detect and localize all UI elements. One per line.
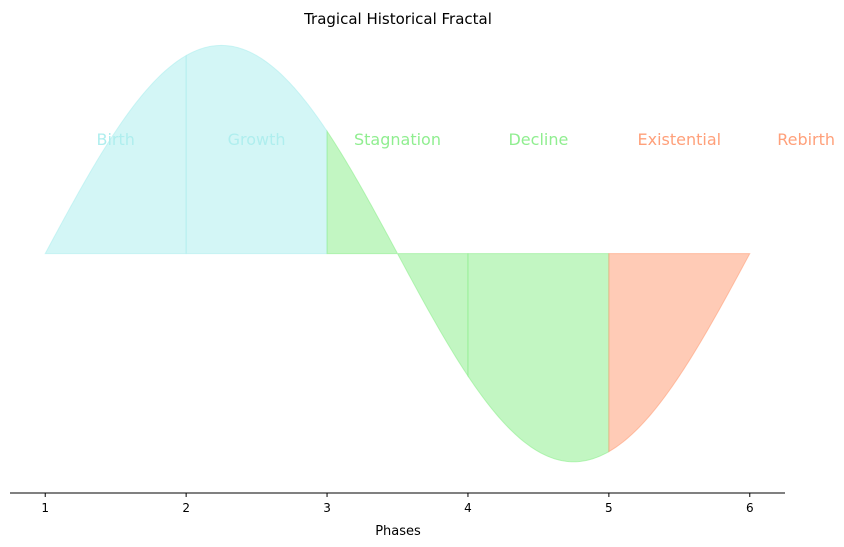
area-segment-birth (44, 54, 187, 255)
x-axis-label: Phases (375, 524, 421, 539)
x-tick-label: 4 (464, 501, 472, 515)
x-ticks: 1 2 3 4 5 6 (41, 493, 754, 515)
phase-label-stagnation: Stagnation (354, 130, 441, 149)
area-segment-stagnation (326, 129, 469, 378)
x-axis: 1 2 3 4 5 6 (10, 492, 785, 515)
area-segment-decline (467, 253, 610, 463)
chart-title: Tragical Historical Fractal (303, 10, 492, 28)
x-tick-label: 2 (182, 501, 190, 515)
x-tick-label: 6 (746, 501, 754, 515)
phase-label-rebirth: Rebirth (777, 130, 835, 149)
area-segment-existential (608, 253, 751, 453)
x-tick-label: 5 (605, 501, 613, 515)
phase-label-existential: Existential (638, 130, 722, 149)
x-tick-label: 1 (41, 501, 49, 515)
x-tick-label: 3 (323, 501, 331, 515)
phase-label-decline: Decline (508, 130, 568, 149)
phase-labels: Birth Growth Stagnation Decline Existential R… (96, 130, 835, 149)
chart-areas (44, 44, 751, 463)
area-segment-growth (185, 44, 328, 255)
phase-label-birth: Birth (96, 130, 134, 149)
phase-label-growth: Growth (228, 130, 286, 149)
